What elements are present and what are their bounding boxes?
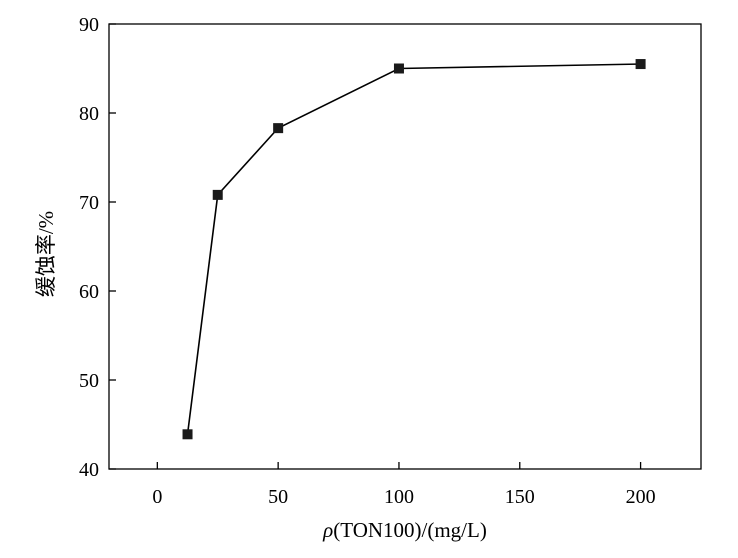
x-axis-ticks: 0 50 100 150 200 (152, 462, 656, 508)
y-tick-label: 50 (79, 370, 99, 392)
x-tick-label: 200 (626, 486, 656, 508)
data-point-marker (182, 429, 193, 440)
y-tick-label: 70 (79, 192, 99, 214)
y-tick-label: 60 (79, 281, 99, 303)
data-point-marker (212, 189, 223, 200)
plot-area-border (108, 23, 702, 470)
x-axis-title-text: (TON100)/(mg/L) (333, 518, 487, 542)
y-axis-title: 缓蚀率/% (34, 211, 58, 297)
x-tick-label: 150 (505, 486, 535, 508)
x-axis-title: ρ(TON100)/(mg/L) (322, 518, 487, 542)
data-point-marker (635, 59, 646, 70)
plot-frame (108, 23, 702, 470)
y-tick-label: 90 (79, 14, 99, 36)
y-tick-label: 40 (79, 459, 99, 481)
series-line (186, 63, 641, 435)
series-group (182, 59, 646, 440)
x-tick-label: 100 (384, 486, 414, 508)
data-point-marker (393, 63, 404, 74)
x-tick-label: 50 (268, 486, 288, 508)
x-axis-title-symbol: ρ (322, 518, 333, 542)
y-axis-ticks: 40 50 60 70 80 90 (79, 14, 116, 481)
x-tick-label: 0 (152, 486, 162, 508)
data-point-marker (273, 123, 284, 134)
y-tick-label: 80 (79, 103, 99, 125)
